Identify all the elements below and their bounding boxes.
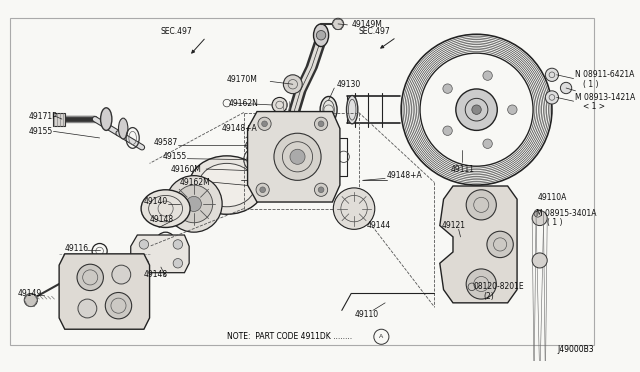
- Ellipse shape: [118, 118, 128, 139]
- Text: 49160M: 49160M: [170, 164, 201, 174]
- Circle shape: [466, 269, 497, 299]
- Polygon shape: [248, 112, 340, 202]
- Text: 49130: 49130: [336, 80, 360, 89]
- Circle shape: [532, 253, 547, 268]
- Circle shape: [443, 84, 452, 93]
- Circle shape: [545, 68, 559, 81]
- Text: < 1 >: < 1 >: [583, 102, 605, 111]
- Circle shape: [333, 188, 375, 230]
- Text: J49000B3: J49000B3: [557, 346, 595, 355]
- Text: 49148+A: 49148+A: [221, 124, 257, 133]
- Circle shape: [561, 82, 572, 94]
- Text: NOTE:  PART CODE 4911DK ........: NOTE: PART CODE 4911DK ........: [227, 332, 352, 341]
- Circle shape: [443, 126, 452, 135]
- Ellipse shape: [100, 108, 112, 131]
- Circle shape: [508, 105, 517, 114]
- Text: 49148: 49148: [144, 270, 168, 279]
- Circle shape: [77, 264, 104, 291]
- Circle shape: [140, 240, 148, 249]
- Circle shape: [456, 89, 497, 131]
- Text: ( 1 ): ( 1 ): [547, 218, 563, 227]
- Circle shape: [262, 121, 268, 126]
- Circle shape: [532, 211, 547, 225]
- Circle shape: [466, 190, 497, 220]
- Text: 49162N: 49162N: [228, 99, 259, 108]
- Text: 49111: 49111: [451, 164, 474, 174]
- Circle shape: [106, 292, 132, 319]
- Text: 49110A: 49110A: [538, 193, 567, 202]
- Circle shape: [246, 141, 255, 150]
- Circle shape: [258, 117, 271, 131]
- Text: 49171P: 49171P: [29, 112, 58, 121]
- Text: M 08915-3401A: M 08915-3401A: [536, 209, 596, 218]
- Circle shape: [487, 231, 513, 258]
- Circle shape: [483, 139, 492, 148]
- Text: 49116: 49116: [65, 244, 89, 253]
- Ellipse shape: [141, 190, 190, 227]
- Circle shape: [24, 294, 38, 307]
- Text: SEC.497: SEC.497: [161, 27, 193, 36]
- Ellipse shape: [346, 96, 358, 124]
- Circle shape: [173, 240, 182, 249]
- Circle shape: [284, 75, 302, 94]
- Text: 49144: 49144: [366, 221, 390, 230]
- Text: 49149: 49149: [18, 289, 42, 298]
- Text: 49110: 49110: [355, 310, 379, 319]
- Text: 49162M: 49162M: [180, 178, 211, 187]
- Circle shape: [256, 183, 269, 196]
- Polygon shape: [52, 112, 65, 126]
- Text: 49155: 49155: [163, 152, 187, 161]
- Text: SEC.497: SEC.497: [359, 27, 390, 36]
- Text: A: A: [380, 334, 383, 339]
- Text: 49149M: 49149M: [351, 20, 382, 29]
- Circle shape: [332, 18, 344, 30]
- Text: 08120-8201E: 08120-8201E: [474, 282, 524, 291]
- Circle shape: [272, 97, 287, 112]
- Circle shape: [166, 176, 222, 232]
- Ellipse shape: [198, 163, 255, 207]
- Polygon shape: [10, 18, 595, 345]
- Text: N 08911-6421A: N 08911-6421A: [575, 70, 635, 79]
- Text: 49170M: 49170M: [227, 75, 258, 84]
- Polygon shape: [131, 235, 189, 273]
- Circle shape: [290, 149, 305, 164]
- Circle shape: [173, 259, 182, 268]
- Circle shape: [260, 187, 266, 193]
- Circle shape: [545, 91, 559, 104]
- Circle shape: [316, 31, 326, 40]
- Circle shape: [186, 196, 202, 211]
- Circle shape: [274, 133, 321, 180]
- Circle shape: [78, 299, 97, 318]
- Circle shape: [318, 121, 324, 126]
- Circle shape: [314, 183, 328, 196]
- Polygon shape: [440, 186, 517, 303]
- Ellipse shape: [320, 96, 337, 123]
- Polygon shape: [59, 254, 150, 329]
- Circle shape: [112, 265, 131, 284]
- Text: 49148: 49148: [150, 215, 173, 224]
- Ellipse shape: [314, 24, 328, 46]
- Circle shape: [175, 185, 212, 223]
- Text: 49155: 49155: [29, 127, 53, 136]
- Text: 49587: 49587: [154, 138, 177, 147]
- Circle shape: [140, 259, 148, 268]
- Circle shape: [472, 105, 481, 114]
- Text: 49140: 49140: [144, 196, 168, 206]
- Circle shape: [314, 117, 328, 131]
- Text: (2): (2): [483, 292, 494, 301]
- Circle shape: [483, 71, 492, 80]
- Text: M 08913-1421A: M 08913-1421A: [575, 93, 636, 102]
- Ellipse shape: [189, 156, 264, 214]
- Ellipse shape: [258, 166, 275, 176]
- Text: 49148+A: 49148+A: [387, 171, 423, 180]
- Circle shape: [318, 187, 324, 193]
- Text: 49121: 49121: [442, 221, 466, 230]
- Text: ( 1 ): ( 1 ): [583, 80, 598, 89]
